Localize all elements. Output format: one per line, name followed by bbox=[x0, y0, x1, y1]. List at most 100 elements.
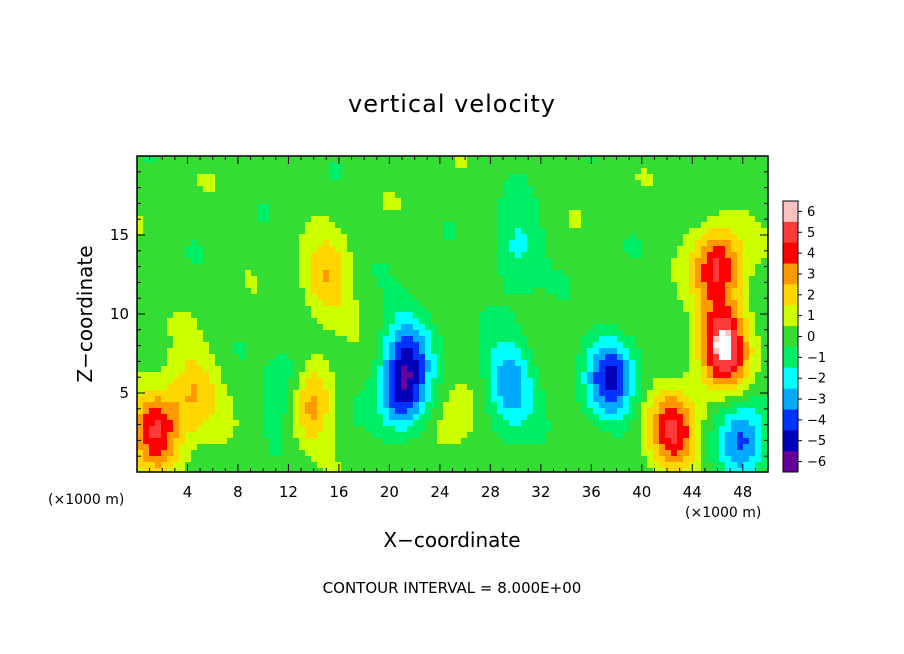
heatmap-cell bbox=[527, 300, 534, 307]
heatmap-cell bbox=[161, 348, 168, 355]
heatmap-cell bbox=[617, 354, 624, 361]
heatmap-cell bbox=[641, 276, 648, 283]
heatmap-cell bbox=[383, 330, 390, 337]
heatmap-cell bbox=[599, 390, 606, 397]
heatmap-cell bbox=[671, 228, 678, 235]
heatmap-cell bbox=[449, 462, 456, 469]
heatmap-cell bbox=[563, 264, 570, 271]
heatmap-cell bbox=[299, 198, 306, 205]
heatmap-cell bbox=[635, 300, 642, 307]
heatmap-cell bbox=[245, 264, 252, 271]
heatmap-cell bbox=[371, 156, 378, 163]
heatmap-cell bbox=[197, 408, 204, 415]
heatmap-cell bbox=[137, 288, 144, 295]
heatmap-cell bbox=[449, 444, 456, 451]
heatmap-cell bbox=[629, 342, 636, 349]
heatmap-cell bbox=[359, 222, 366, 229]
heatmap-cell bbox=[317, 252, 324, 259]
heatmap-cell bbox=[635, 276, 642, 283]
heatmap-cell bbox=[389, 336, 396, 343]
heatmap-cell bbox=[287, 336, 294, 343]
heatmap-cell bbox=[665, 456, 672, 463]
heatmap-cell bbox=[209, 180, 216, 187]
heatmap-cell bbox=[569, 420, 576, 427]
heatmap-cell bbox=[677, 306, 684, 313]
heatmap-cell bbox=[461, 210, 468, 217]
heatmap-cell bbox=[659, 432, 666, 439]
heatmap-cell bbox=[299, 402, 306, 409]
heatmap-cell bbox=[239, 324, 246, 331]
heatmap-cell bbox=[437, 228, 444, 235]
heatmap-cell bbox=[203, 276, 210, 283]
heatmap-cell bbox=[497, 168, 504, 175]
heatmap-cell bbox=[461, 234, 468, 241]
heatmap-cell bbox=[593, 330, 600, 337]
heatmap-cell bbox=[575, 204, 582, 211]
heatmap-cell bbox=[671, 318, 678, 325]
heatmap-cell bbox=[557, 372, 564, 379]
heatmap-cell bbox=[695, 252, 702, 259]
heatmap-cell bbox=[689, 162, 696, 169]
heatmap-cell bbox=[575, 174, 582, 181]
heatmap-cell bbox=[455, 234, 462, 241]
heatmap-cell bbox=[293, 198, 300, 205]
heatmap-cell bbox=[629, 264, 636, 271]
heatmap-cell bbox=[563, 390, 570, 397]
heatmap-cell bbox=[389, 174, 396, 181]
heatmap-cell bbox=[575, 330, 582, 337]
heatmap-cell bbox=[389, 378, 396, 385]
heatmap-cell bbox=[311, 336, 318, 343]
heatmap-cell bbox=[497, 426, 504, 433]
heatmap-cell bbox=[443, 288, 450, 295]
heatmap-cell bbox=[359, 276, 366, 283]
heatmap-cell bbox=[461, 402, 468, 409]
heatmap-cell bbox=[185, 174, 192, 181]
heatmap-cell bbox=[677, 414, 684, 421]
heatmap-cell bbox=[509, 468, 516, 472]
heatmap-cell bbox=[665, 318, 672, 325]
heatmap-cell bbox=[653, 366, 660, 373]
heatmap-cell bbox=[257, 336, 264, 343]
heatmap-cell bbox=[425, 372, 432, 379]
heatmap-cell bbox=[617, 240, 624, 247]
heatmap-cell bbox=[443, 360, 450, 367]
heatmap-cell bbox=[311, 288, 318, 295]
heatmap-cell bbox=[443, 192, 450, 199]
heatmap-cell bbox=[599, 264, 606, 271]
heatmap-cell bbox=[653, 186, 660, 193]
heatmap-cell bbox=[443, 414, 450, 421]
heatmap-cell bbox=[347, 462, 354, 469]
heatmap-cell bbox=[251, 348, 258, 355]
heatmap-cell bbox=[431, 294, 438, 301]
heatmap-cell bbox=[275, 222, 282, 229]
heatmap-cell bbox=[527, 288, 534, 295]
heatmap-cell bbox=[521, 372, 528, 379]
heatmap-cell bbox=[629, 468, 636, 472]
heatmap-cell bbox=[227, 402, 234, 409]
heatmap-cell bbox=[197, 300, 204, 307]
heatmap-cell bbox=[659, 336, 666, 343]
heatmap-cell bbox=[305, 366, 312, 373]
heatmap-cell bbox=[599, 444, 606, 451]
heatmap-cell bbox=[557, 348, 564, 355]
heatmap-cell bbox=[287, 396, 294, 403]
heatmap-cell bbox=[455, 444, 462, 451]
heatmap-cell bbox=[341, 258, 348, 265]
heatmap-cell bbox=[635, 348, 642, 355]
heatmap-cell bbox=[623, 204, 630, 211]
heatmap-cell bbox=[515, 294, 522, 301]
heatmap-cell bbox=[695, 312, 702, 319]
heatmap-cell bbox=[161, 186, 168, 193]
heatmap-cell bbox=[599, 324, 606, 331]
heatmap-cell bbox=[377, 450, 384, 457]
heatmap-cell bbox=[197, 168, 204, 175]
heatmap-cell bbox=[239, 180, 246, 187]
heatmap-cell bbox=[497, 270, 504, 277]
heatmap-cell bbox=[329, 174, 336, 181]
heatmap-cell bbox=[431, 288, 438, 295]
heatmap-cell bbox=[425, 336, 432, 343]
heatmap-cell bbox=[269, 396, 276, 403]
heatmap-cell bbox=[137, 306, 144, 313]
heatmap-cell bbox=[311, 426, 318, 433]
heatmap-cell bbox=[641, 198, 648, 205]
